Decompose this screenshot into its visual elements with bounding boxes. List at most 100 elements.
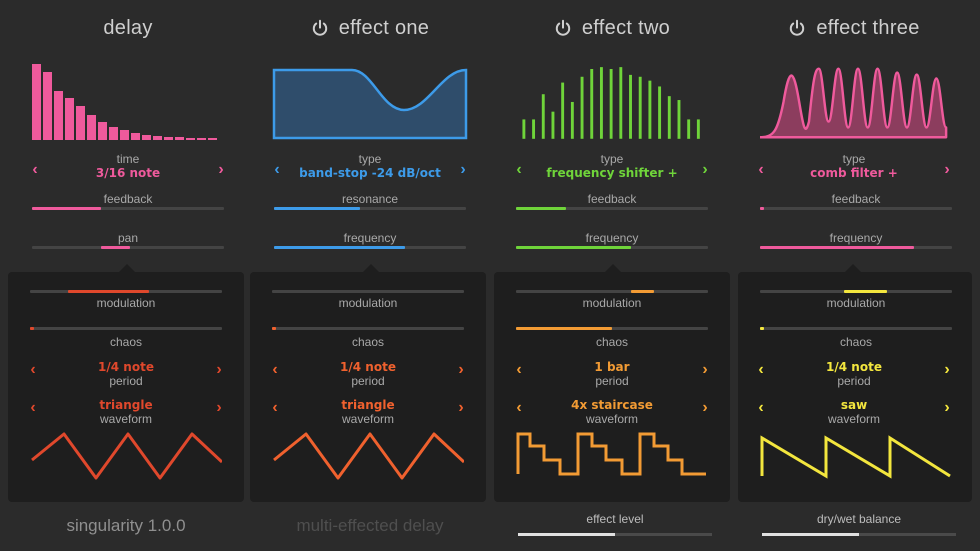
chaos-slider[interactable]: chaos bbox=[272, 321, 464, 351]
waveform-value: 4x staircase bbox=[571, 398, 653, 412]
slider-track bbox=[516, 207, 708, 210]
chevron-right-icon[interactable]: › bbox=[944, 361, 950, 378]
chevron-right-icon[interactable]: › bbox=[216, 361, 222, 378]
dry-wet-balance-slider[interactable]: dry/wet balance bbox=[762, 512, 956, 540]
slider-fill bbox=[274, 207, 361, 210]
chevron-left-icon[interactable]: ‹ bbox=[272, 399, 278, 416]
saw-waveform-visual bbox=[760, 435, 951, 479]
chaos-label: chaos bbox=[595, 335, 629, 349]
slider-fill bbox=[32, 207, 102, 210]
chevron-left-icon[interactable]: ‹ bbox=[516, 361, 522, 378]
chevron-right-icon[interactable]: › bbox=[460, 161, 466, 178]
chaos-label: chaos bbox=[109, 335, 143, 349]
waveform-selector: saw waveform ‹ › bbox=[754, 398, 954, 430]
waveform-value: triangle bbox=[341, 398, 395, 412]
chevron-left-icon[interactable]: ‹ bbox=[758, 161, 764, 178]
modulation-label: modulation bbox=[826, 296, 886, 310]
pan-slider[interactable]: pan bbox=[32, 231, 224, 249]
chaos-slider[interactable]: chaos bbox=[516, 321, 708, 351]
chevron-left-icon[interactable]: ‹ bbox=[274, 161, 280, 178]
chevron-left-icon[interactable]: ‹ bbox=[32, 161, 38, 178]
delay-taps-visual bbox=[32, 64, 217, 140]
chaos-label: chaos bbox=[351, 335, 385, 349]
feedback-slider[interactable]: feedback bbox=[32, 192, 224, 210]
power-icon[interactable] bbox=[554, 19, 572, 37]
modulation-panel-delay: modulation chaos 1/4 note period ‹ › tri… bbox=[8, 264, 244, 502]
time-value: 3/16 note bbox=[95, 166, 161, 180]
slider-track bbox=[32, 207, 224, 210]
modulation-slider[interactable]: modulation bbox=[760, 282, 952, 310]
frequency-label: frequency bbox=[829, 231, 883, 245]
modulation-panel-effect-two: modulation chaos 1 bar period ‹ › 4x sta… bbox=[494, 264, 730, 502]
period-selector: 1 bar period ‹ › bbox=[512, 360, 712, 392]
feedback-label: feedback bbox=[587, 192, 637, 206]
app-name: singularity 1.0.0 bbox=[66, 516, 186, 535]
power-icon[interactable] bbox=[311, 19, 329, 37]
modulation-panel-effect-three: modulation chaos 1/4 note period ‹ › saw… bbox=[738, 264, 972, 502]
chevron-left-icon[interactable]: ‹ bbox=[758, 399, 764, 416]
chevron-right-icon[interactable]: › bbox=[702, 399, 708, 416]
chevron-left-icon[interactable]: ‹ bbox=[30, 399, 36, 416]
modulation-slider[interactable]: modulation bbox=[516, 282, 708, 310]
chaos-slider[interactable]: chaos bbox=[760, 321, 952, 351]
frequency-slider[interactable]: frequency bbox=[760, 231, 952, 249]
frequency-slider[interactable]: frequency bbox=[274, 231, 466, 249]
slider-fill bbox=[68, 290, 150, 293]
slider-track bbox=[272, 290, 464, 293]
filter-response-visual bbox=[272, 68, 468, 140]
resonance-label: resonance bbox=[341, 192, 399, 206]
slider-track bbox=[272, 327, 464, 330]
modulation-label: modulation bbox=[582, 296, 642, 310]
type-value: band-stop -24 dB/oct bbox=[299, 166, 441, 180]
time-label: time bbox=[116, 152, 140, 166]
slider-fill bbox=[30, 327, 34, 330]
chevron-right-icon[interactable]: › bbox=[944, 399, 950, 416]
modulation-label: modulation bbox=[338, 296, 398, 310]
period-value: 1/4 note bbox=[340, 360, 396, 374]
slider-fill bbox=[760, 207, 764, 210]
slider-fill bbox=[516, 207, 566, 210]
period-label: period bbox=[351, 374, 385, 388]
chevron-left-icon[interactable]: ‹ bbox=[758, 361, 764, 378]
chaos-slider[interactable]: chaos bbox=[30, 321, 222, 351]
chevron-right-icon[interactable]: › bbox=[458, 361, 464, 378]
panel-notch bbox=[844, 264, 862, 273]
frequency-shift-visual bbox=[522, 67, 700, 139]
triangle-waveform-visual bbox=[273, 432, 464, 480]
chevron-left-icon[interactable]: ‹ bbox=[516, 399, 522, 416]
feedback-slider[interactable]: feedback bbox=[516, 192, 708, 210]
frequency-label: frequency bbox=[585, 231, 639, 245]
period-selector: 1/4 note period ‹ › bbox=[268, 360, 468, 392]
chevron-left-icon[interactable]: ‹ bbox=[272, 361, 278, 378]
chevron-right-icon[interactable]: › bbox=[216, 399, 222, 416]
slider-fill bbox=[762, 533, 859, 536]
chevron-right-icon[interactable]: › bbox=[944, 161, 950, 178]
slider-track bbox=[516, 290, 708, 293]
slider-fill bbox=[518, 533, 615, 536]
chevron-left-icon[interactable]: ‹ bbox=[516, 161, 522, 178]
slider-track bbox=[760, 327, 952, 330]
type-label: type bbox=[600, 152, 624, 166]
type-selector: type frequency shifter + ‹ › bbox=[512, 152, 712, 184]
column-delay: delay time 3/16 note ‹ › feedback bbox=[10, 0, 246, 551]
chevron-right-icon[interactable]: › bbox=[702, 161, 708, 178]
feedback-slider[interactable]: feedback bbox=[760, 192, 952, 210]
effect-level-slider[interactable]: effect level bbox=[518, 512, 712, 540]
modulation-slider[interactable]: modulation bbox=[30, 282, 222, 310]
chevron-left-icon[interactable]: ‹ bbox=[30, 361, 36, 378]
waveform-value: saw bbox=[840, 398, 868, 412]
chevron-right-icon[interactable]: › bbox=[702, 361, 708, 378]
type-value: frequency shifter + bbox=[546, 166, 678, 180]
chevron-right-icon[interactable]: › bbox=[218, 161, 224, 178]
chevron-right-icon[interactable]: › bbox=[458, 399, 464, 416]
waveform-selector: triangle waveform ‹ › bbox=[268, 398, 468, 430]
power-icon[interactable] bbox=[788, 19, 806, 37]
modulation-slider[interactable]: modulation bbox=[272, 282, 464, 310]
resonance-slider[interactable]: resonance bbox=[274, 192, 466, 210]
column-title: effect two bbox=[494, 14, 730, 42]
slider-fill bbox=[101, 246, 130, 249]
period-selector: 1/4 note period ‹ › bbox=[754, 360, 954, 392]
frequency-slider[interactable]: frequency bbox=[516, 231, 708, 249]
app-tagline: multi-effected delay bbox=[296, 516, 444, 535]
column-effect-two: effect two type frequency shifter + bbox=[494, 0, 730, 551]
